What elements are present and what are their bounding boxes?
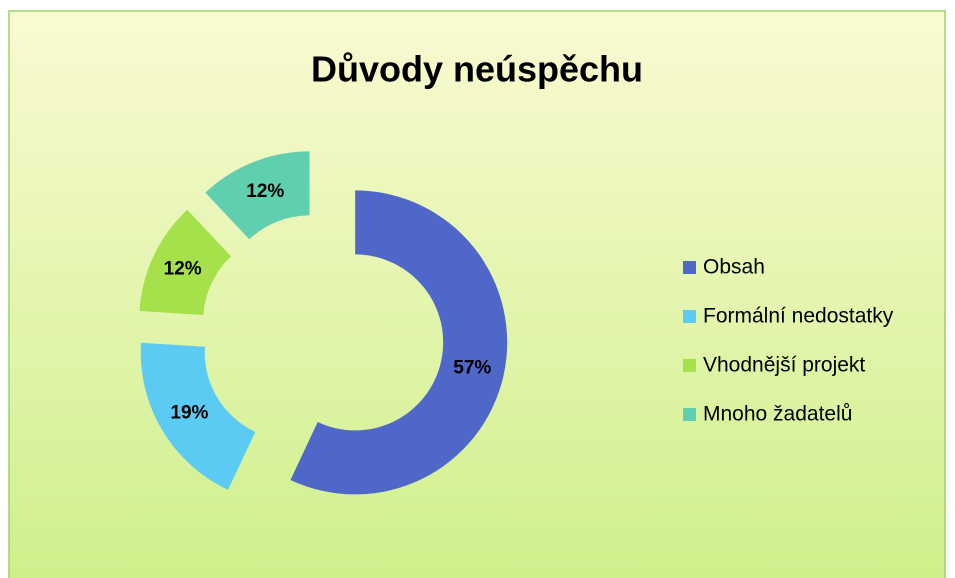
data-label: 19%	[170, 402, 208, 423]
legend-swatch	[683, 408, 696, 421]
donut-segment	[205, 151, 310, 240]
donut-segment	[139, 209, 231, 315]
donut-segment	[290, 190, 508, 495]
legend-swatch	[683, 310, 696, 323]
legend-label: Obsah	[703, 256, 765, 279]
data-label: 12%	[164, 258, 202, 279]
legend-swatch	[683, 359, 696, 372]
donut-segment	[140, 342, 256, 490]
data-label: 57%	[453, 358, 491, 379]
legend-swatch	[683, 261, 696, 274]
legend-label: Mnoho žadatelů	[703, 403, 852, 426]
legend-label: Vhodnější projekt	[703, 354, 865, 377]
legend-label: Formální nedostatky	[703, 305, 894, 328]
data-label: 12%	[246, 181, 284, 202]
chart-title: Důvody neúspěchu	[311, 49, 643, 90]
